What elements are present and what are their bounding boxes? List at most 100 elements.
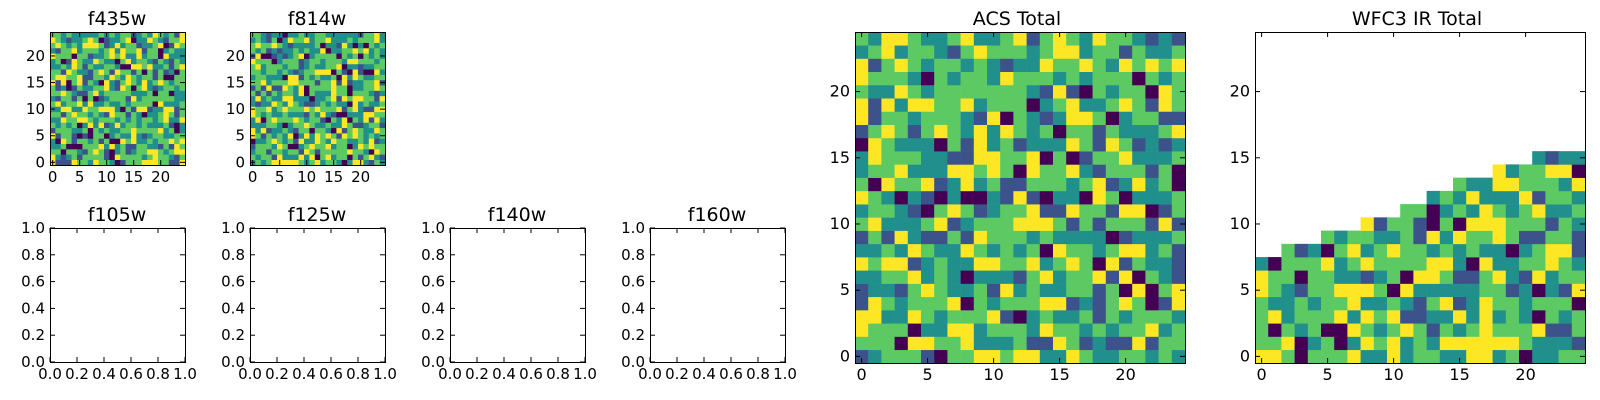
heatmap-cell [271, 63, 278, 70]
heatmap-cell [336, 47, 343, 54]
heatmap-cell [1079, 323, 1093, 337]
heatmap-cell [374, 58, 380, 65]
heatmap-cell [1360, 336, 1375, 351]
heatmap-cell [1439, 190, 1454, 205]
heatmap-cell [114, 85, 121, 91]
heatmap-cell [271, 159, 278, 166]
heatmap-cell [131, 101, 137, 107]
subplot-f105w: f105w 0.0 0.2 0.4 0.6 0.8 1.00.00.20.40.60.81… [21, 204, 197, 383]
heatmap-cell [934, 310, 948, 324]
heatmap-cell [358, 127, 364, 134]
heatmap-cell [1479, 177, 1493, 192]
heatmap-cell [1039, 243, 1054, 258]
heatmap-cell [298, 138, 305, 145]
heatmap-cell [50, 122, 56, 129]
heatmap-cell [934, 336, 948, 351]
x-tick-label: 0.0 [638, 365, 662, 383]
heatmap-cell [1039, 296, 1054, 311]
heatmap-cell [1013, 336, 1027, 351]
heatmap-cell [93, 127, 99, 134]
heatmap-cell [960, 111, 975, 125]
heatmap-cell [331, 127, 337, 134]
heatmap-cell [179, 63, 186, 70]
heatmap-cell [1039, 164, 1054, 178]
heatmap-cell [179, 127, 186, 134]
heatmap-cell [934, 177, 948, 192]
heatmap-cell [1053, 137, 1067, 152]
heatmap-cell [363, 58, 370, 65]
heatmap-cell [907, 124, 922, 139]
heatmap-cell [1158, 204, 1173, 218]
heatmap-cell [109, 122, 116, 129]
heatmap-cell [881, 71, 895, 86]
heatmap-cell [298, 127, 305, 134]
heatmap-cell [168, 32, 175, 38]
y-tick-label: 0.4 [421, 299, 445, 317]
heatmap-cell [1334, 336, 1348, 351]
heatmap-cell [104, 149, 110, 155]
heatmap-cell [1000, 137, 1014, 152]
heatmap-cell [987, 296, 1001, 311]
heatmap-cell [1453, 257, 1467, 271]
heatmap-cell [168, 85, 175, 91]
heatmap-cell [1132, 164, 1146, 178]
heatmap-cell [55, 122, 62, 129]
heatmap-cell [1013, 45, 1027, 59]
heatmap-cell [60, 111, 67, 118]
heatmap-cell [1039, 71, 1054, 86]
heatmap-cell [55, 117, 62, 123]
heatmap-cell [168, 79, 175, 86]
heatmap-cell [125, 47, 132, 54]
heatmap-cell [147, 74, 153, 81]
heatmap-cell [282, 159, 289, 166]
heatmap-cell [1026, 84, 1041, 99]
heatmap-cell [1321, 296, 1335, 311]
heatmap-cell [336, 74, 343, 81]
heatmap-cell [104, 63, 110, 70]
heatmap-cell [1294, 257, 1309, 271]
heatmap-cell [93, 32, 99, 38]
x-tick-label: 0 [857, 365, 867, 384]
x-tick-label: 0.6 [519, 365, 543, 383]
heatmap-cell [907, 270, 922, 284]
heatmap-cell [894, 323, 909, 337]
x-tick-label: 10 [297, 168, 316, 186]
heatmap-cell [309, 58, 316, 65]
heatmap-cell [304, 127, 310, 134]
heatmap-cell [374, 101, 380, 107]
heatmap-cell [868, 177, 882, 192]
heatmap-cell [341, 143, 348, 150]
heatmap-cell [1092, 32, 1107, 46]
heatmap-cell [277, 79, 283, 86]
heatmap-cell [277, 47, 283, 54]
heatmap-cell [77, 79, 83, 86]
heatmap-cell [114, 90, 121, 97]
heatmap-cell [109, 101, 116, 107]
heatmap-cell [363, 138, 370, 145]
heatmap-cell [309, 143, 316, 150]
heatmap-cell [82, 69, 89, 75]
heatmap-cell [87, 74, 94, 81]
heatmap-cell [1092, 283, 1107, 298]
heatmap-cell [374, 117, 380, 123]
heatmap-cell [282, 37, 289, 43]
heatmap-cell [320, 159, 326, 166]
heatmap-cell [314, 85, 321, 91]
heatmap-cell [87, 95, 94, 102]
heatmap-cell [960, 71, 975, 86]
heatmap-cell [163, 149, 170, 155]
heatmap-cell [266, 149, 272, 155]
heatmap-cell [136, 90, 143, 97]
heatmap-cell [881, 336, 895, 351]
heatmap-cell [55, 85, 62, 91]
heatmap-cell [60, 37, 67, 43]
heatmap-cell [1066, 336, 1080, 351]
heatmap-cell [907, 204, 922, 218]
heatmap-cell [82, 85, 89, 91]
heatmap-cell [50, 111, 56, 118]
heatmap-cell [1466, 257, 1480, 271]
heatmap-cell [1571, 177, 1586, 192]
heatmap-cell [379, 154, 386, 160]
